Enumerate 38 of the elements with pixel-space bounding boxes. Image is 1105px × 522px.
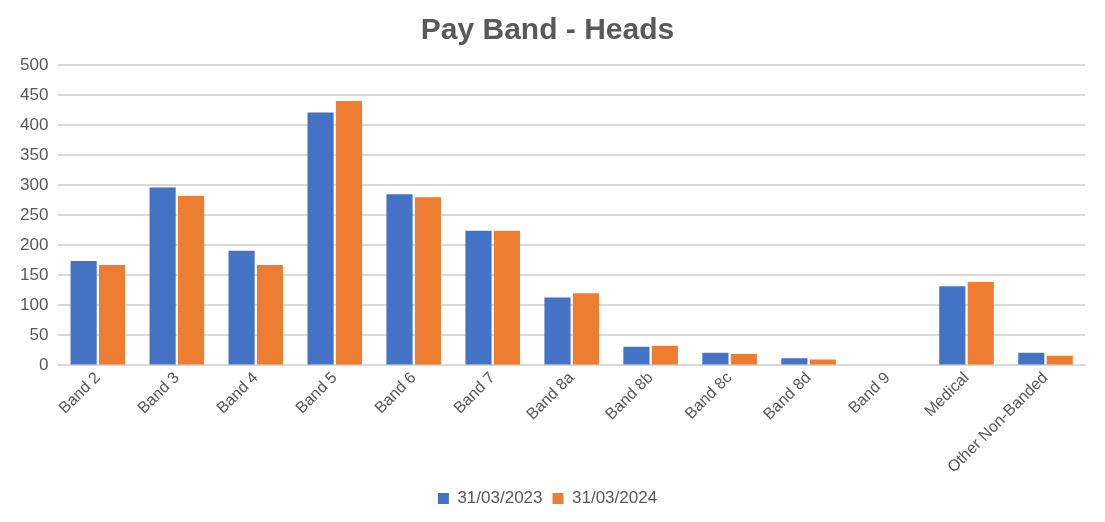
bar — [623, 346, 650, 365]
chart-title: Pay Band - Heads — [420, 12, 675, 46]
bar — [730, 354, 757, 365]
bar — [70, 260, 97, 365]
y-tick-label: 250 — [19, 204, 49, 224]
bar — [809, 359, 836, 365]
bar — [386, 194, 413, 365]
y-tick-label: 150 — [19, 265, 49, 285]
bar — [465, 230, 492, 365]
bar — [1018, 352, 1045, 365]
legend-label: 31/03/2024 — [572, 488, 658, 508]
bar — [967, 281, 994, 365]
y-tick-label: 400 — [19, 114, 49, 134]
bar — [651, 345, 678, 365]
bar — [414, 197, 442, 365]
y-tick-label: 200 — [19, 234, 49, 254]
y-tick-label: 50 — [29, 325, 49, 345]
legend-label: 31/03/2023 — [457, 488, 543, 508]
bar — [98, 265, 126, 365]
bar — [307, 112, 334, 365]
y-tick-label: 100 — [19, 295, 49, 315]
bar — [149, 187, 176, 365]
bar — [939, 286, 966, 365]
bar — [1046, 355, 1073, 365]
bar — [572, 293, 599, 365]
bar — [544, 297, 571, 365]
bar — [702, 352, 729, 365]
y-tick-label: 300 — [19, 174, 49, 194]
bar — [493, 230, 520, 365]
bar — [335, 101, 363, 365]
y-tick-label: 0 — [38, 355, 49, 375]
y-tick-label: 500 — [19, 54, 49, 74]
bar — [781, 358, 808, 365]
bar — [177, 196, 205, 365]
bar — [256, 265, 284, 365]
y-tick-label: 450 — [19, 84, 49, 104]
bar — [228, 250, 255, 365]
y-tick-label: 350 — [19, 144, 49, 164]
